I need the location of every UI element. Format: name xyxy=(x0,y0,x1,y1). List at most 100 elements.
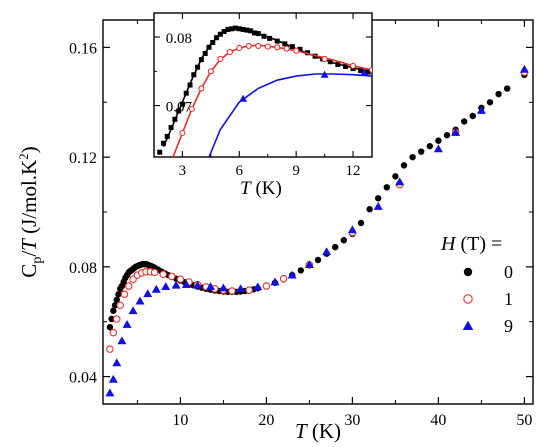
inset-data-point xyxy=(183,90,189,96)
main-data-point xyxy=(476,106,486,114)
main-data-point xyxy=(168,272,176,281)
main-data-point xyxy=(418,148,425,155)
main-data-point xyxy=(304,260,314,269)
inset-data-point xyxy=(321,55,328,62)
legend-item-0: 0 xyxy=(463,262,513,282)
inset-data-point xyxy=(274,44,281,51)
main-data-point xyxy=(111,302,119,309)
main-data-point xyxy=(426,142,433,150)
inset-data-point xyxy=(255,31,261,37)
inset-data-point xyxy=(264,43,271,50)
main-data-point xyxy=(120,290,129,299)
main-x-tick-label: 40 xyxy=(430,412,446,429)
legend-items: 0 1 9 xyxy=(462,262,513,336)
main-data-point xyxy=(314,256,322,264)
main-data-point xyxy=(435,137,442,144)
main-data-point xyxy=(486,99,494,106)
legend-marker xyxy=(463,267,473,277)
main-data-point xyxy=(116,301,124,310)
main-x-axis-label: T (K) xyxy=(295,419,341,443)
inset-data-point xyxy=(251,30,257,36)
main-data-point xyxy=(135,296,145,305)
main-x-tick-label: 30 xyxy=(344,412,360,429)
inset-x-tick-label: 9 xyxy=(292,163,300,179)
inset-data-point xyxy=(261,33,267,39)
legend-label: 0 xyxy=(504,262,513,282)
main-data-point xyxy=(206,282,215,290)
inset-data-point xyxy=(236,44,243,52)
inset-series-1 xyxy=(172,42,372,157)
inset-data-point xyxy=(233,25,239,31)
main-data-point xyxy=(117,336,127,345)
legend-title: H (T) = xyxy=(440,233,502,255)
inset-x-tick-label: 6 xyxy=(236,163,244,179)
main-data-point xyxy=(366,206,373,213)
inset-data-point xyxy=(248,28,254,34)
inset-data-point xyxy=(191,72,197,78)
main-series-9 xyxy=(105,64,529,397)
main-data-point xyxy=(112,358,122,367)
inset-data-point xyxy=(198,85,205,92)
main-data-point xyxy=(340,237,347,244)
main-data-point xyxy=(392,173,399,180)
main-data-point xyxy=(161,282,171,290)
main-y-tick-label: 0.04 xyxy=(69,370,97,387)
main-data-point xyxy=(110,307,117,314)
inset-data-point xyxy=(188,105,195,113)
inset-data-point xyxy=(327,59,333,65)
main-data-point xyxy=(322,247,332,256)
inset-data-point xyxy=(267,35,273,41)
inset-data-point xyxy=(283,45,290,52)
main-data-point xyxy=(150,268,159,277)
inset-data-point xyxy=(229,26,235,32)
inset-data-point xyxy=(226,49,233,56)
main-data-point xyxy=(113,315,121,323)
legend-item-1: 1 xyxy=(463,289,513,309)
main-x-tick-label: 10 xyxy=(172,412,188,429)
inset-data-point xyxy=(198,57,204,63)
main-data-point xyxy=(443,132,451,139)
inset-data-point xyxy=(217,31,223,37)
inset-data-point xyxy=(335,61,341,67)
inset-data-point xyxy=(342,63,348,69)
main-data-point xyxy=(461,118,468,125)
main-data-point xyxy=(504,85,511,92)
inset-data-point xyxy=(210,39,216,45)
inset-data-point xyxy=(244,27,250,33)
main-data-point xyxy=(287,270,297,279)
inset-data-point xyxy=(179,129,186,137)
inset-data-point xyxy=(202,50,208,56)
legend-marker xyxy=(463,294,473,304)
main-y-axis-label: Cp/T (J/mol.K2) xyxy=(16,146,45,277)
main-data-point xyxy=(106,345,114,353)
inset-data-point xyxy=(236,26,242,32)
main-data-point xyxy=(297,267,304,274)
main-data-point xyxy=(106,324,114,331)
main-y-tick-label: 0.12 xyxy=(69,150,97,167)
main-data-point xyxy=(228,287,236,295)
main-data-point xyxy=(115,291,122,298)
inset-data-point xyxy=(214,35,220,41)
inset-data-point xyxy=(221,29,227,35)
main-data-point xyxy=(143,289,153,298)
main-data-point xyxy=(125,282,133,290)
inset-data-point xyxy=(239,94,248,102)
inset-data-point xyxy=(282,41,288,47)
inset-data-point xyxy=(289,44,295,50)
main-data-point xyxy=(113,296,120,303)
inset-fit-line xyxy=(208,73,372,157)
inset-data-point xyxy=(206,44,212,50)
main-data-point xyxy=(128,306,138,315)
inset-data-point xyxy=(164,133,170,139)
main-data-point xyxy=(105,388,115,397)
main-data-point xyxy=(236,284,246,293)
main-data-point xyxy=(375,195,382,202)
inset-data-point xyxy=(365,69,371,75)
main-data-point xyxy=(253,282,263,291)
main-data-point xyxy=(357,219,365,227)
main-data-point xyxy=(451,127,461,136)
main-data-point xyxy=(151,284,161,293)
main-data-point xyxy=(159,270,167,279)
inset-data-point xyxy=(255,42,262,49)
main-data-point xyxy=(519,64,529,73)
